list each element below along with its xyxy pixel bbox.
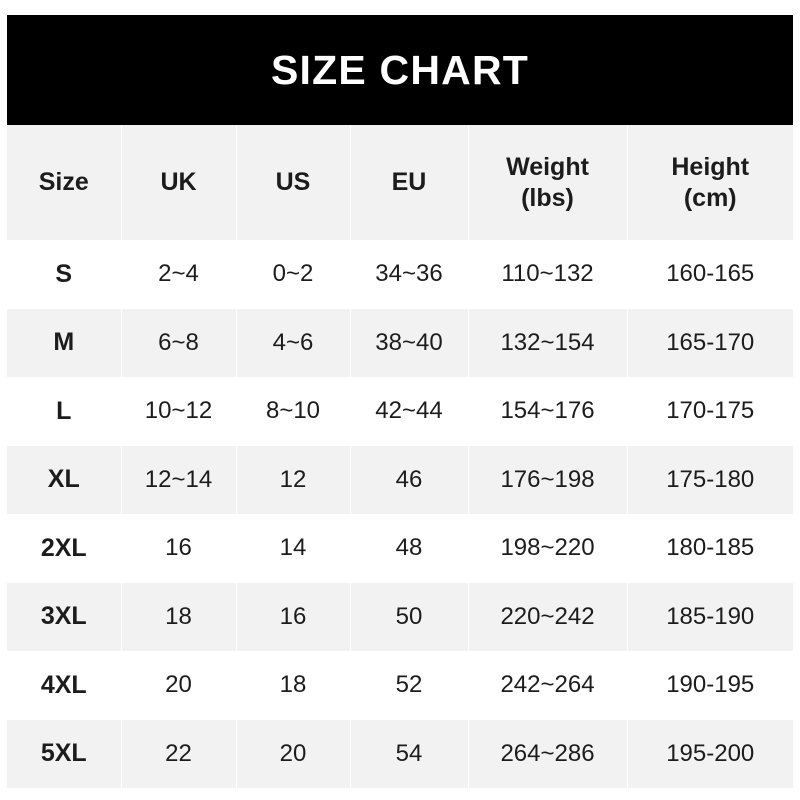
cell-size: M bbox=[7, 308, 122, 377]
column-header-uk: UK bbox=[121, 125, 237, 240]
cell-eu: 34~36 bbox=[350, 240, 469, 309]
cell-size: S bbox=[7, 240, 122, 309]
column-header-weight-line1: Weight bbox=[506, 153, 589, 181]
cell-size: 4XL bbox=[7, 651, 122, 720]
cell-size: 5XL bbox=[7, 719, 122, 788]
cell-eu: 52 bbox=[350, 651, 469, 720]
cell-height: 190-195 bbox=[666, 671, 755, 699]
cell-us: 18 bbox=[236, 651, 351, 720]
cell-size: L bbox=[7, 377, 122, 446]
cell-weight: 264~286 bbox=[468, 719, 628, 788]
cell-eu: 46 bbox=[350, 445, 469, 514]
cell-height: 170-175 bbox=[666, 397, 755, 425]
cell-us: 20 bbox=[236, 719, 351, 788]
table-row: 2XL 16 14 48 198~220 180-185 bbox=[7, 514, 793, 583]
cell-uk: 12~14 bbox=[121, 445, 237, 514]
cell-height: 160-165 bbox=[666, 260, 755, 288]
table-row: M 6~8 4~6 38~40 132~154 165-170 bbox=[7, 308, 793, 377]
cell-us: 14 bbox=[236, 514, 351, 583]
column-header-height-line1: Height bbox=[671, 153, 750, 181]
cell-eu: 48 bbox=[350, 514, 469, 583]
column-header-eu: EU bbox=[350, 125, 469, 240]
cell-weight: 154~176 bbox=[468, 377, 628, 446]
column-header-weight: Weight (lbs) bbox=[468, 125, 628, 240]
column-header-size: Size bbox=[7, 125, 122, 240]
cell-size: 3XL bbox=[7, 582, 122, 651]
cell-us: 4~6 bbox=[236, 308, 351, 377]
cell-weight: 110~132 bbox=[468, 240, 628, 309]
cell-eu: 42~44 bbox=[350, 377, 469, 446]
cell-height: 185-190 bbox=[666, 602, 755, 630]
cell-size: XL bbox=[7, 445, 122, 514]
page-title: SIZE CHART bbox=[271, 46, 529, 93]
column-header-eu-line1: EU bbox=[391, 168, 427, 197]
table-row: XL 12~14 12 46 176~198 175-180 bbox=[7, 445, 793, 514]
cell-eu: 38~40 bbox=[350, 308, 469, 377]
cell-weight: 176~198 bbox=[468, 445, 628, 514]
column-header-us: US bbox=[236, 125, 351, 240]
table-row: L 10~12 8~10 42~44 154~176 170-175 bbox=[7, 377, 793, 446]
table-row: 5XL 22 20 54 264~286 195-200 bbox=[7, 719, 793, 788]
cell-weight: 220~242 bbox=[468, 582, 628, 651]
cell-uk: 20 bbox=[121, 651, 237, 720]
cell-eu: 50 bbox=[350, 582, 469, 651]
cell-weight: 132~154 bbox=[468, 308, 628, 377]
column-header-height: Height (cm) bbox=[627, 125, 793, 240]
table-row: S 2~4 0~2 34~36 110~132 160-165 bbox=[7, 240, 793, 309]
cell-us: 12 bbox=[236, 445, 351, 514]
table-header: Size UK US EU Weight (lbs) Height (cm) bbox=[7, 125, 793, 240]
size-chart-table: Size UK US EU Weight (lbs) Height (cm) bbox=[7, 125, 793, 788]
cell-height: 180-185 bbox=[666, 534, 755, 562]
table-row: 3XL 18 16 50 220~242 185-190 bbox=[7, 582, 793, 651]
cell-uk: 18 bbox=[121, 582, 237, 651]
cell-us: 8~10 bbox=[236, 377, 351, 446]
column-header-uk-line1: UK bbox=[160, 168, 197, 197]
cell-height: 175-180 bbox=[666, 465, 755, 493]
column-header-size-line1: Size bbox=[38, 168, 89, 197]
cell-uk: 10~12 bbox=[121, 377, 237, 446]
cell-uk: 22 bbox=[121, 719, 237, 788]
cell-uk: 16 bbox=[121, 514, 237, 583]
cell-weight: 242~264 bbox=[468, 651, 628, 720]
column-header-us-line1: US bbox=[275, 168, 311, 197]
header-row: Size UK US EU Weight (lbs) Height (cm) bbox=[7, 125, 793, 240]
cell-height: 195-200 bbox=[666, 739, 755, 767]
cell-us: 16 bbox=[236, 582, 351, 651]
cell-uk: 6~8 bbox=[121, 308, 237, 377]
cell-size: 2XL bbox=[7, 514, 122, 583]
cell-weight: 198~220 bbox=[468, 514, 628, 583]
column-header-height-line2: (cm) bbox=[683, 183, 737, 212]
table-body: S 2~4 0~2 34~36 110~132 160-165 M 6~8 4~… bbox=[7, 240, 793, 788]
title-banner: SIZE CHART bbox=[7, 15, 793, 125]
table-row: 4XL 20 18 52 242~264 190-195 bbox=[7, 651, 793, 720]
cell-uk: 2~4 bbox=[121, 240, 237, 309]
cell-us: 0~2 bbox=[236, 240, 351, 309]
cell-height: 165-170 bbox=[666, 328, 755, 356]
cell-eu: 54 bbox=[350, 719, 469, 788]
column-header-weight-line2: (lbs) bbox=[521, 183, 574, 212]
